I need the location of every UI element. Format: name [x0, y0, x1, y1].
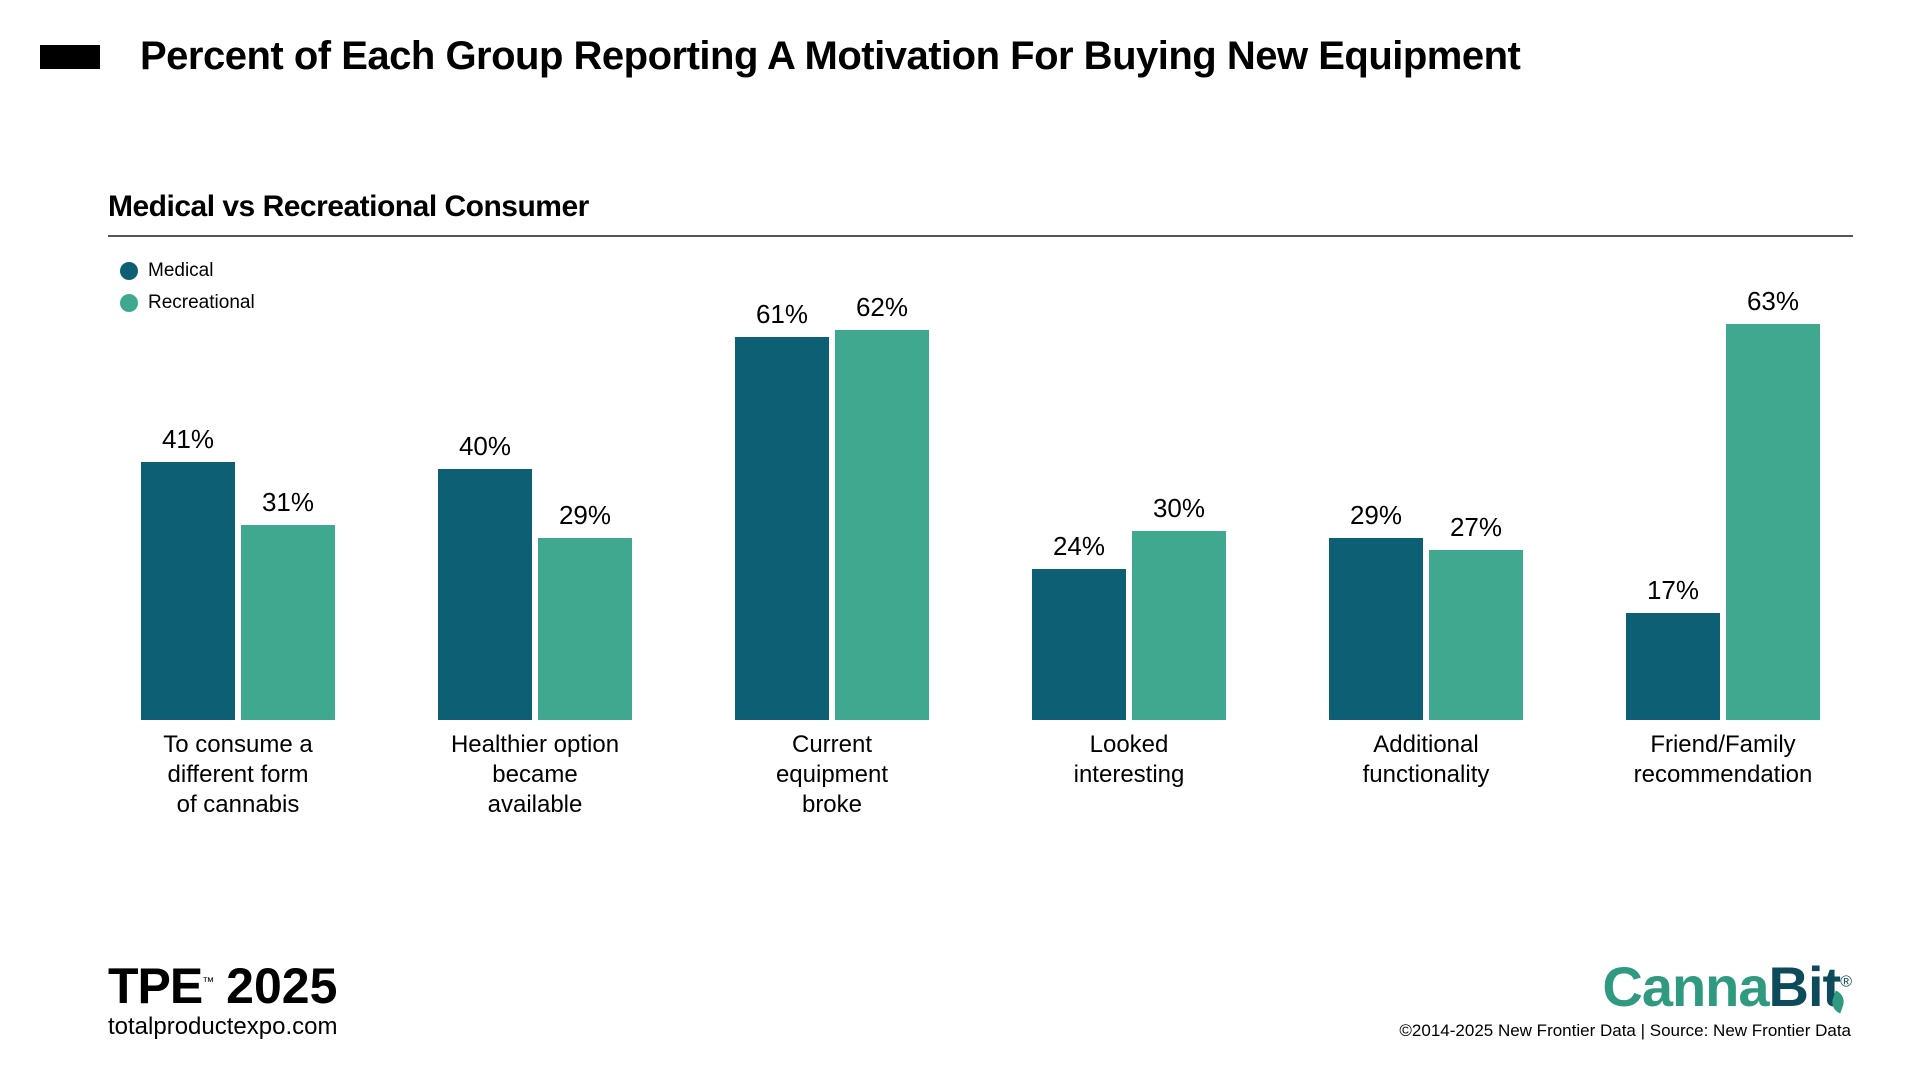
footer-right: CannaBit® ©2014-2025 New Frontier Data |… — [1399, 959, 1851, 1041]
bar-value-label: 24% — [1032, 531, 1126, 562]
bar-pair: 41%31% — [138, 280, 338, 720]
bar-value-label: 63% — [1726, 286, 1820, 317]
bar-pair: 40%29% — [435, 280, 635, 720]
tpe-logo-tm: ™ — [202, 974, 213, 988]
bar-value-label: 17% — [1626, 575, 1720, 606]
category-label: To consume adifferent formof cannabis — [98, 730, 378, 820]
legend-label: Medical — [148, 260, 213, 282]
bar-medical: 17% — [1626, 613, 1720, 720]
category-label: Healthier optionbecameavailable — [395, 730, 675, 820]
chart-group: 17%63%Friend/Familyrecommendation — [1593, 280, 1853, 720]
tpe-logo: TPE™ 2025 — [108, 961, 337, 1011]
bar-value-label: 62% — [835, 292, 929, 323]
bar-pair: 24%30% — [1029, 280, 1229, 720]
chart-groups: 41%31%To consume adifferent formof canna… — [108, 280, 1853, 720]
chart-subtitle: Medical vs Recreational Consumer — [108, 190, 589, 224]
cannabit-part2: Bit — [1769, 955, 1841, 1018]
bar-medical: 29% — [1329, 538, 1423, 720]
footer: TPE™ 2025 totalproductexpo.com CannaBit®… — [108, 931, 1851, 1041]
chart-group: 29%27%Additionalfunctionality — [1296, 280, 1556, 720]
bar-pair: 29%27% — [1326, 280, 1526, 720]
bar-recreational: 31% — [241, 525, 335, 720]
category-label: Currentequipmentbroke — [692, 730, 972, 820]
cannabit-part1: Canna — [1602, 955, 1768, 1018]
bar-value-label: 27% — [1429, 512, 1523, 543]
bar-medical: 40% — [438, 469, 532, 720]
chart-group: 24%30%Lookedinteresting — [999, 280, 1259, 720]
chart-group: 61%62%Currentequipmentbroke — [702, 280, 962, 720]
legend-dot-icon — [120, 262, 138, 280]
bar-pair: 17%63% — [1623, 280, 1823, 720]
bar-value-label: 29% — [538, 500, 632, 531]
bar-value-label: 61% — [735, 299, 829, 330]
page-root: Percent of Each Group Reporting A Motiva… — [0, 0, 1921, 1081]
copyright-text: ©2014-2025 New Frontier Data | Source: N… — [1399, 1021, 1851, 1041]
tpe-logo-year: 2025 — [226, 958, 337, 1014]
legend-item-medical: Medical — [120, 260, 255, 282]
title-row: Percent of Each Group Reporting A Motiva… — [40, 34, 1520, 79]
bar-value-label: 29% — [1329, 500, 1423, 531]
category-label: Additionalfunctionality — [1286, 730, 1566, 790]
page-title: Percent of Each Group Reporting A Motiva… — [140, 34, 1520, 79]
footer-left: TPE™ 2025 totalproductexpo.com — [108, 961, 337, 1041]
chart-group: 41%31%To consume adifferent formof canna… — [108, 280, 368, 720]
bar-recreational: 30% — [1132, 531, 1226, 720]
bar-value-label: 41% — [141, 424, 235, 455]
title-marker-icon — [40, 45, 100, 69]
chart-area: 41%31%To consume adifferent formof canna… — [108, 280, 1853, 820]
bar-value-label: 31% — [241, 487, 335, 518]
divider-rule — [108, 235, 1853, 237]
category-label: Friend/Familyrecommendation — [1583, 730, 1863, 790]
chart-group: 40%29%Healthier optionbecameavailable — [405, 280, 665, 720]
cannabit-logo: CannaBit® — [1399, 959, 1851, 1015]
bar-recreational: 27% — [1429, 550, 1523, 720]
cannabit-reg: ® — [1840, 973, 1851, 990]
bar-medical: 61% — [735, 337, 829, 720]
bar-medical: 24% — [1032, 569, 1126, 720]
bar-pair: 61%62% — [732, 280, 932, 720]
bar-recreational: 29% — [538, 538, 632, 720]
bar-medical: 41% — [141, 462, 235, 720]
bar-value-label: 30% — [1132, 493, 1226, 524]
bar-value-label: 40% — [438, 431, 532, 462]
tpe-logo-main: TPE — [108, 958, 202, 1014]
category-label: Lookedinteresting — [989, 730, 1269, 790]
bar-recreational: 63% — [1726, 324, 1820, 720]
tpe-url: totalproductexpo.com — [108, 1013, 337, 1041]
bar-recreational: 62% — [835, 330, 929, 720]
